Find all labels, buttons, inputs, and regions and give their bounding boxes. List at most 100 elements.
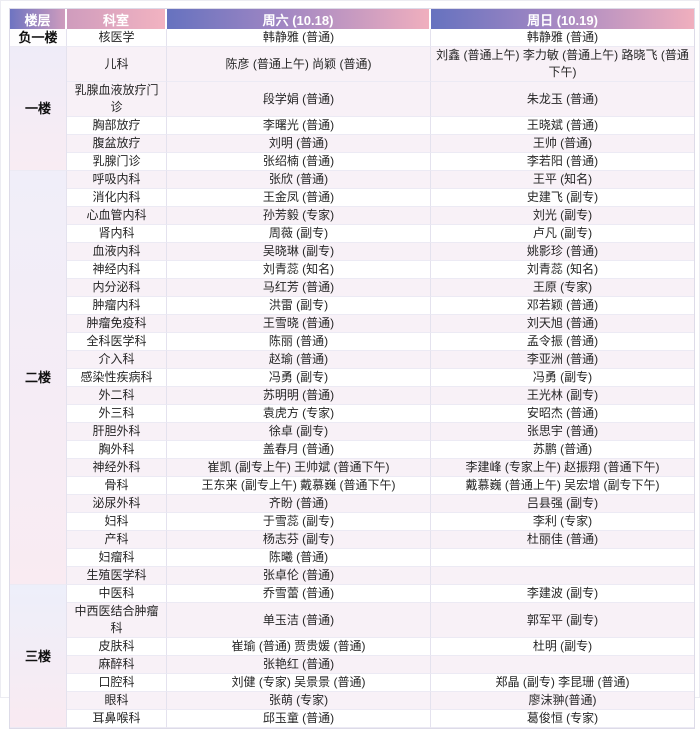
department-cell: 耳鼻喉科 [67,710,167,728]
saturday-cell: 王东来 (副专上午) 戴慕巍 (普通下午) [167,477,431,495]
saturday-cell: 刘明 (普通) [167,135,431,153]
saturday-cell: 马红芳 (普通) [167,279,431,297]
sunday-cell: 吕县强 (副专) [431,495,694,513]
sunday-cell: 姚影珍 (普通) [431,243,694,261]
sunday-cell: 刘青蕊 (知名) [431,261,694,279]
saturday-cell: 袁虎方 (专家) [167,405,431,423]
schedule-row: 泌尿外科 齐盼 (普通) 吕县强 (副专) [10,495,694,513]
schedule-row: 外二科 苏明明 (普通) 王光林 (副专) [10,387,694,405]
department-cell: 神经内科 [67,261,167,279]
department-cell: 肝胆外科 [67,423,167,441]
department-cell: 肾内科 [67,225,167,243]
saturday-cell: 冯勇 (副专) [167,369,431,387]
floor-label: 二楼 [10,171,67,585]
floor-label: 三楼 [10,585,67,728]
sunday-cell: 苏鹏 (普通) [431,441,694,459]
header-row: 楼层 科室 周六 (10.18) 周日 (10.19) [10,9,694,29]
sunday-cell: 王原 (专家) [431,279,694,297]
schedule-row: 一楼 儿科 陈彦 (普通上午) 尚颖 (普通) 刘鑫 (普通上午) 李力敏 (普通上午… [10,47,694,171]
sunday-cell: 刘天旭 (普通) [431,315,694,333]
schedule-row: 肿瘤内科 洪雷 (副专) 邓若颖 (普通) [10,297,694,315]
saturday-cell: 杨志芬 (副专) [167,531,431,549]
department-cell: 皮肤科 [67,638,167,656]
department-cell: 泌尿外科 [67,495,167,513]
department-cell: 乳腺门诊 [67,153,167,171]
saturday-cell: 崔凯 (副专上午) 王帅斌 (普通下午) [167,459,431,477]
sunday-cell: 王平 (知名) [431,171,694,189]
saturday-cell: 刘健 (专家) 吴景景 (普通) [167,674,431,692]
department-cell: 呼吸内科 [67,171,167,189]
header-saturday: 周六 (10.18) [167,9,431,29]
schedule-row: 皮肤科 崔瑜 (普通) 贾贵媛 (普通) 杜明 (副专) [10,638,694,656]
schedule-row: 外三科 袁虎方 (专家) 安昭杰 (普通) [10,405,694,423]
saturday-cell: 赵瑜 (普通) [167,351,431,369]
department-cell: 外三科 [67,405,167,423]
schedule-row: 口腔科 刘健 (专家) 吴景景 (普通) 郑晶 (副专) 李昆珊 (普通) [10,674,694,692]
department-cell: 全科医学科 [67,333,167,351]
sunday-cell: 韩静雅 (普通) [431,29,694,47]
sunday-cell [431,567,694,585]
sunday-cell: 王帅 (普通) [431,135,694,153]
saturday-cell: 乔雪蕾 (普通) [167,585,431,603]
saturday-cell: 王金凤 (普通) [167,189,431,207]
sunday-cell: 李建峰 (专家上午) 赵振翔 (普通下午) [431,459,694,477]
schedule-row: 内分泌科 马红芳 (普通) 王原 (专家) [10,279,694,297]
schedule-row: 妇瘤科 陈曦 (普通) [10,549,694,567]
department-cell: 眼科 [67,692,167,710]
sunday-cell [431,549,694,567]
schedule-row: 生殖医学科 张卓伦 (普通) [10,567,694,585]
sunday-cell: 杜明 (副专) [431,638,694,656]
schedule-row: 心血管内科 孙芳毅 (专家) 刘光 (副专) [10,207,694,225]
schedule-row: 神经外科 崔凯 (副专上午) 王帅斌 (普通下午) 李建峰 (专家上午) 赵振翔 (… [10,459,694,477]
department-cell: 麻醉科 [67,656,167,674]
sunday-cell: 朱龙玉 (普通) [431,82,694,117]
saturday-cell: 陈彦 (普通上午) 尚颖 (普通) [167,47,431,82]
sunday-cell: 王晓斌 (普通) [431,117,694,135]
schedule-row: 二楼 呼吸内科 张欣 (普通) 王平 (知名) [10,171,694,585]
schedule-row: 神经内科 刘青蕊 (知名) 刘青蕊 (知名) [10,261,694,279]
header-floor: 楼层 [10,9,67,29]
schedule-row: 中西医结合肿瘤科 单玉洁 (普通) 郭军平 (副专) [10,603,694,638]
saturday-cell: 单玉洁 (普通) [167,603,431,638]
sunday-cell: 安昭杰 (普通) [431,405,694,423]
schedule-row: 负一楼 核医学 韩静雅 (普通) 韩静雅 (普通) [10,29,694,47]
saturday-cell: 段学娟 (普通) [167,82,431,117]
department-cell: 口腔科 [67,674,167,692]
department-cell: 儿科 [67,47,167,82]
saturday-cell: 陈曦 (普通) [167,549,431,567]
department-cell: 胸部放疗 [67,117,167,135]
schedule-row: 麻醉科 张艳红 (普通) [10,656,694,674]
department-cell: 乳腺血液放疗门诊 [67,82,167,117]
saturday-cell: 张萌 (专家) [167,692,431,710]
department-cell: 生殖医学科 [67,567,167,585]
department-cell: 妇科 [67,513,167,531]
saturday-cell: 孙芳毅 (专家) [167,207,431,225]
schedule-row: 三楼 中医科 乔雪蕾 (普通) 李建波 (副专) [10,585,694,728]
schedule-row: 肿瘤免疫科 王雪晓 (普通) 刘天旭 (普通) [10,315,694,333]
schedule-row: 眼科 张萌 (专家) 廖沫翀(普通) [10,692,694,710]
schedule-row: 消化内科 王金凤 (普通) 史建飞 (副专) [10,189,694,207]
schedule-row: 肝胆外科 徐卓 (副专) 张思宇 (普通) [10,423,694,441]
sunday-cell: 郑晶 (副专) 李昆珊 (普通) [431,674,694,692]
saturday-cell: 刘青蕊 (知名) [167,261,431,279]
department-cell: 骨科 [67,477,167,495]
sunday-cell: 李利 (专家) [431,513,694,531]
department-cell: 心血管内科 [67,207,167,225]
sunday-cell [431,656,694,674]
sunday-cell: 廖沫翀(普通) [431,692,694,710]
sunday-cell: 李建波 (副专) [431,585,694,603]
sunday-cell: 张思宇 (普通) [431,423,694,441]
schedule-row: 妇科 于雪蕊 (副专) 李利 (专家) [10,513,694,531]
schedule-table-header: 楼层 科室 周六 (10.18) 周日 (10.19) [10,9,694,29]
department-cell: 外二科 [67,387,167,405]
department-cell: 腹盆放疗 [67,135,167,153]
header-department: 科室 [67,9,167,29]
schedule-table-body: 负一楼 核医学 韩静雅 (普通) 韩静雅 (普通) 一楼 儿科 陈彦 (普通上午) 尚颖 (… [10,29,694,728]
saturday-cell: 于雪蕊 (副专) [167,513,431,531]
schedule-row: 耳鼻喉科 邱玉童 (普通) 葛俊恒 (专家) [10,710,694,728]
department-cell: 感染性疾病科 [67,369,167,387]
schedule-row: 骨科 王东来 (副专上午) 戴慕巍 (普通下午) 戴慕巍 (普通上午) 吴宏增 (副… [10,477,694,495]
saturday-cell: 徐卓 (副专) [167,423,431,441]
saturday-cell: 韩静雅 (普通) [167,29,431,47]
